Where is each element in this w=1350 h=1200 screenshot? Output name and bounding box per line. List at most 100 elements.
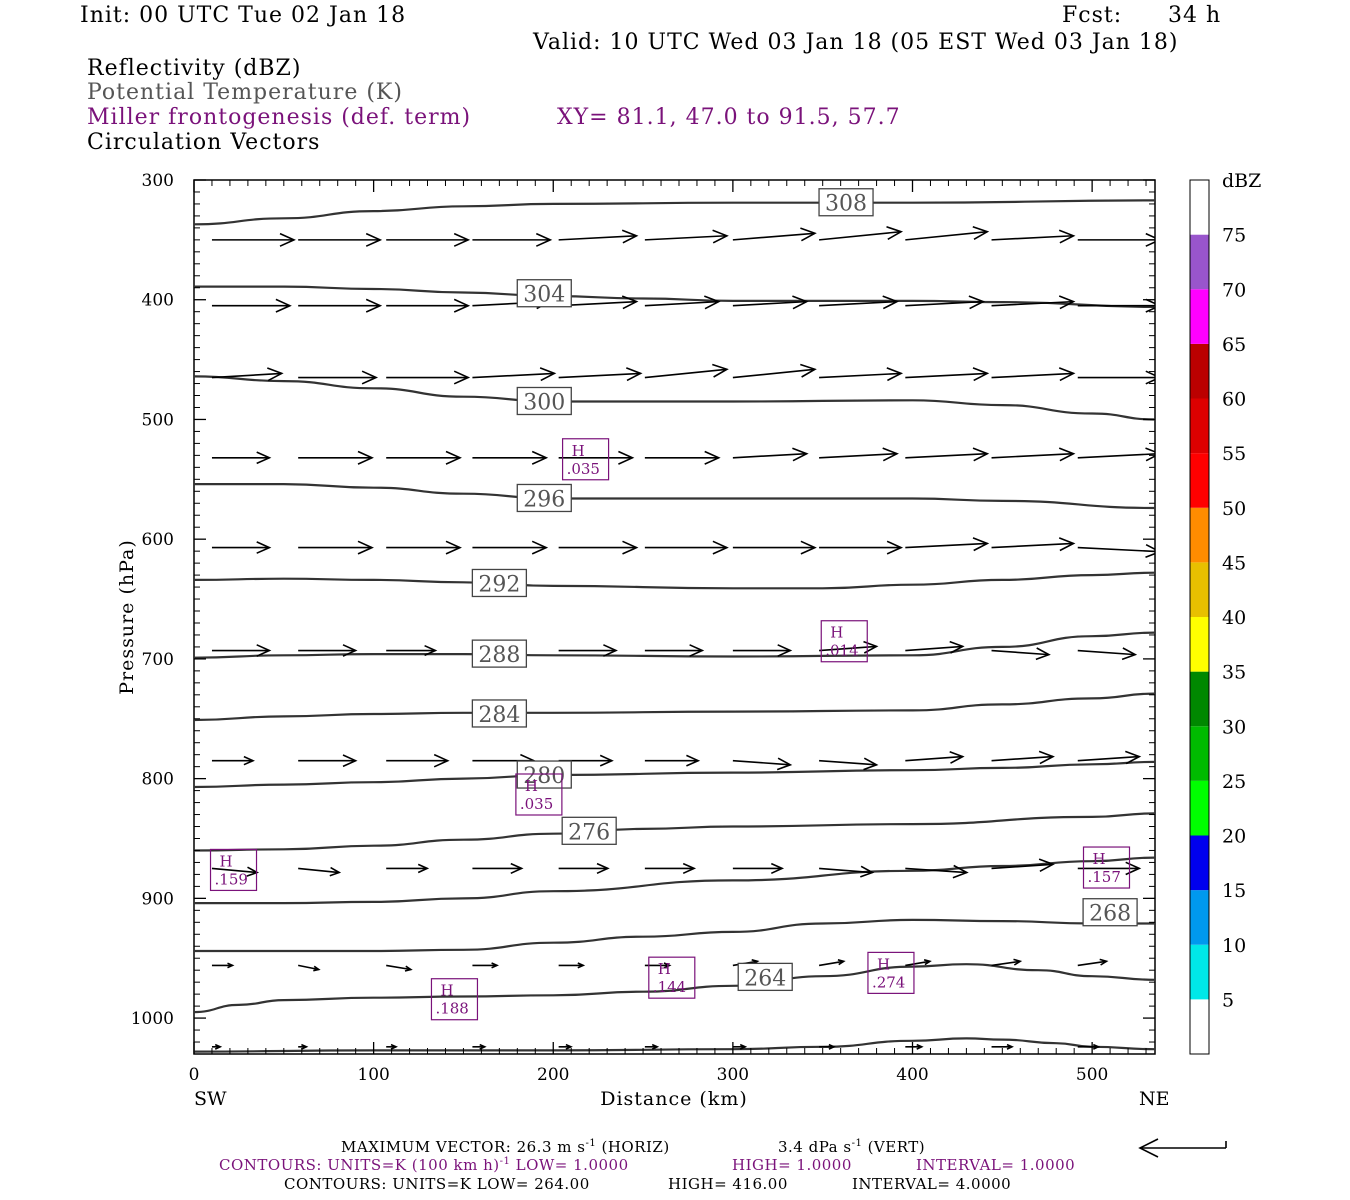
colorbar-tick-label: 60 [1222,389,1246,411]
circulation-vector-head [712,363,729,378]
circulation-vector [644,234,727,241]
axis-tick-layer: 300 400 500 600 700 800 900 1000 0 100 200 300 400 50… [131,171,1155,1085]
circulation-vector-head [445,540,462,555]
circulation-vector-head [453,232,471,247]
theta-label-box [561,816,617,845]
circulation-vector [1077,453,1155,459]
frontogenesis-high-box [648,956,696,999]
colorbar-segment [1190,453,1209,508]
theta-contour-line [194,199,1155,226]
circulation-vector-head [626,367,643,382]
theta-contour-label: 268 [1089,902,1131,927]
frontogenesis-high-marker: H [440,982,453,1000]
circulation-vector-head [357,540,374,555]
circulation-vector-head [267,367,284,382]
circulation-vector-head [1058,295,1076,310]
cross-section-endpoints: XY= 81.1, 47.0 to 91.5, 57.7 [557,105,901,130]
circulation-vector-head [539,367,557,382]
y-tick-label: 1000 [131,1009,174,1029]
colorbar-tick-label: 40 [1222,607,1246,629]
contour-label-layer: 308 304 300 296 292 288 284 280 276 268 264 [471,188,1138,992]
frontogenesis-high-value: .144 [653,978,686,996]
frontogenesis-high-value: .274 [872,973,905,991]
circulation-vector-head [404,965,413,972]
frontogenesis-high-value: .035 [567,460,600,478]
circulation-vector [1164,965,1189,969]
colorbar-segment [1190,780,1209,836]
colorbar-tick-label: 50 [1222,498,1246,520]
x-tick-label: 500 [1076,1065,1108,1085]
circulation-vector-head [972,447,990,462]
circulation-vector-head [453,298,471,313]
circulation-vector-head [1183,966,1189,971]
circulation-vector-head [577,962,586,969]
circulation-vector-head [776,757,793,771]
circulation-vector [905,372,988,379]
frontogenesis-interval: INTERVAL= 1.0000 [916,1156,1076,1174]
circulation-vector-head [682,862,697,875]
theta-contour-line [194,760,1155,789]
circulation-vector [558,372,641,379]
colorbar-tick-label: 10 [1222,935,1246,957]
legend-miller-frontogenesis: Miller frontogenesis (def. term) [87,105,472,130]
circulation-vector-head [453,370,471,385]
circulation-vector-head [510,862,524,875]
circulation-vector [298,867,340,874]
circulation-vector-head [1092,1043,1101,1050]
frontogenesis-high-marker: H [1093,850,1106,868]
y-axis-label: Pressure (hPa) [116,539,138,695]
circulation-vector-head [777,644,793,657]
frontogenesis-high-value: .035 [520,795,553,813]
frontogenesis-units-exponent: -1 [499,1156,511,1167]
theta-contour-line [194,692,1155,722]
circulation-vector [819,452,898,459]
circulation-vector-head [599,754,614,767]
circulation-vector-head [712,540,729,555]
circulation-vector [644,300,719,307]
circulation-vector-head [227,962,235,969]
circulation-vector [991,960,1021,967]
x-tick-label: 400 [896,1065,928,1085]
theta-contour-label: 292 [478,572,520,597]
circulation-vector-head [621,295,639,310]
circulation-vector-head [1125,750,1142,765]
circulation-vector-head [342,644,358,657]
frontogenesis-high-value: .157 [1088,868,1121,886]
circulation-vector [905,300,984,307]
max-vector-vert-exponent: -1 [851,1138,863,1149]
theta-label-box [737,962,793,992]
circulation-vector-head [1058,537,1076,552]
colorbar-tick-label: 55 [1222,443,1246,465]
circulation-vector-head [1038,750,1055,765]
circulation-vector-head [256,644,272,657]
y-tick-label: 600 [142,530,174,550]
circulation-vector-head [770,862,785,875]
circulation-vector-head [651,1043,660,1050]
circulation-vector-head [863,757,879,771]
circulation-vector-head [923,959,932,966]
frontogenesis-high-marker: H [830,624,843,642]
circulation-vector [386,964,411,971]
circulation-vector [819,759,877,766]
circulation-vector-head [1145,370,1155,385]
circulation-vector-head [1232,371,1246,384]
circulation-vector-head [256,541,272,554]
circulation-vector [644,368,727,379]
circulation-vector-head [792,295,809,310]
circulation-vector [732,300,807,307]
circulation-vector [1077,546,1155,553]
theta-contour-line [194,571,1155,590]
circulation-vector [1077,960,1107,967]
legend-circulation-vectors: Circulation Vectors [87,130,321,155]
y-tick-label: 400 [142,291,174,311]
circulation-vector [818,960,844,967]
plot-area [193,179,1156,1055]
frontogenesis-high-box [430,978,479,1021]
colorbar-segment [1190,671,1209,727]
circulation-vector-head [712,229,729,244]
colorbar-segment [1190,835,1209,891]
circulation-vector [991,300,1074,307]
frontogenesis-high-value: .188 [435,1000,468,1018]
colorbar-tick-label: 5 [1222,989,1234,1011]
